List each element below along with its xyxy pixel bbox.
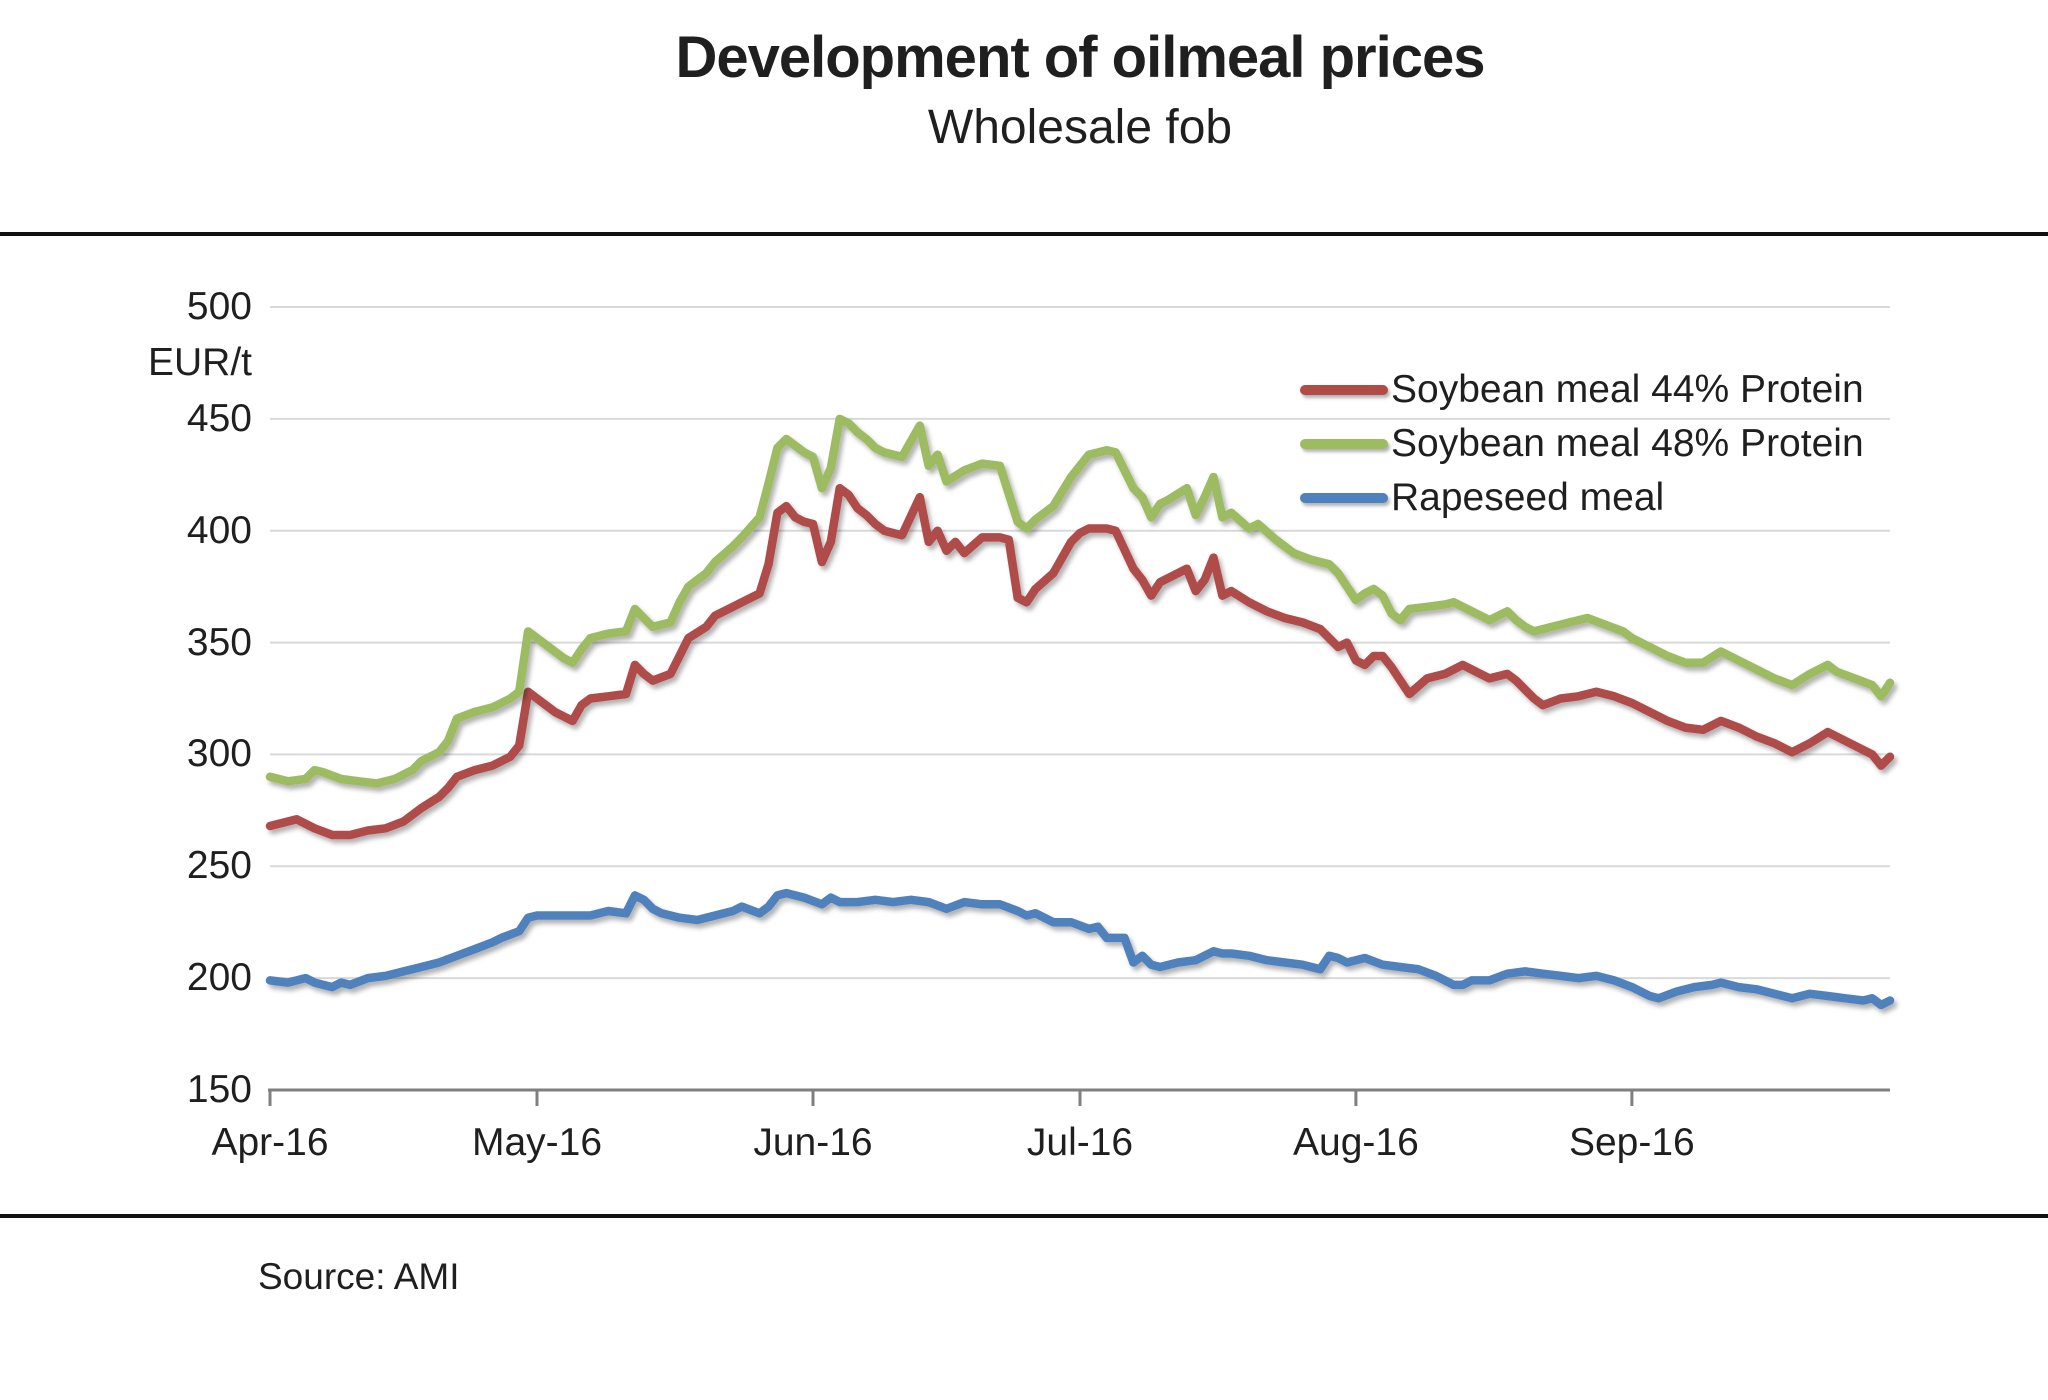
y-tick-label-300: 300 — [186, 732, 252, 776]
y-tick-label-200: 200 — [186, 956, 252, 1000]
y-tick-label-250: 250 — [186, 844, 252, 888]
source-note: Source: AMI — [258, 1256, 460, 1297]
y-tick-label-500: 500 — [186, 285, 252, 328]
page-subtitle: Wholesale fob — [927, 101, 1233, 154]
legend-label-2: Rapeseed meal — [1391, 476, 1665, 519]
legend-swatch-0 — [1300, 385, 1388, 395]
series-line-2 — [265, 888, 1895, 1010]
x-tick-label-Sep-16: Sep-16 — [1568, 1121, 1695, 1164]
y-tick-label-150: 150 — [186, 1068, 252, 1111]
legend-swatch-1 — [1300, 439, 1388, 449]
y-tick-label-450: 450 — [186, 396, 252, 440]
x-tick-label-Jun-16: Jun-16 — [753, 1121, 873, 1164]
page-title: Development of oilmeal prices — [675, 25, 1485, 90]
y-tick-label-350: 350 — [186, 620, 252, 664]
legend-item-0: Soybean meal 44% Protein — [1300, 368, 1864, 411]
legend-label-1: Soybean meal 48% Protein — [1391, 422, 1864, 465]
legend-item-2: Rapeseed meal — [1300, 476, 1665, 519]
x-tick-label-Apr-16: Apr-16 — [211, 1121, 329, 1164]
series-line-1 — [265, 414, 1895, 788]
y-tick-label-400: 400 — [186, 508, 252, 552]
legend-item-1: Soybean meal 48% Protein — [1300, 422, 1864, 465]
x-tick-label-Jul-16: Jul-16 — [1026, 1121, 1134, 1164]
y-axis-unit-label: EUR/t — [147, 341, 252, 384]
legend-swatch-2 — [1300, 493, 1388, 503]
x-tick-label-Aug-16: Aug-16 — [1293, 1121, 1419, 1164]
series-line-0 — [265, 483, 1895, 840]
x-tick-label-May-16: May-16 — [472, 1121, 603, 1164]
top-divider-line — [0, 232, 2048, 236]
legend-label-0: Soybean meal 44% Protein — [1391, 368, 1864, 411]
bottom-divider-line — [0, 1214, 2048, 1218]
